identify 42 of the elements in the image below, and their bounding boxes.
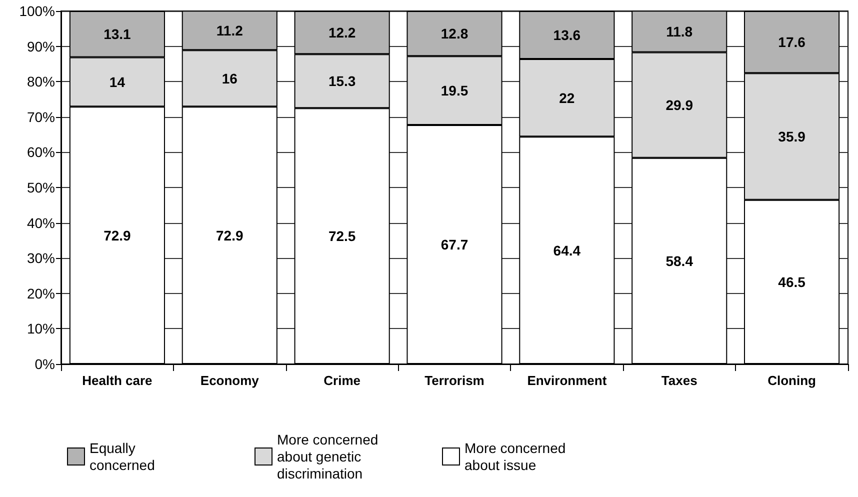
data-label: 19.5	[440, 82, 468, 99]
data-label: 17.6	[778, 34, 806, 50]
y-tick-label: 0%	[34, 356, 55, 372]
data-label: 35.9	[778, 128, 806, 144]
data-label: 72.9	[104, 227, 132, 244]
data-label: 22	[559, 90, 575, 106]
y-tick-label: 50%	[26, 180, 55, 196]
x-tick-label: Environment	[527, 373, 608, 388]
y-tick-label: 80%	[26, 74, 55, 90]
y-tick-label: 90%	[26, 38, 55, 54]
data-label: 58.4	[666, 252, 694, 269]
y-tick-label: 100%	[19, 3, 55, 19]
x-tick-label: Taxes	[661, 373, 698, 388]
x-tick-label: Crime	[324, 373, 360, 388]
data-label: 67.7	[440, 236, 468, 253]
y-tick-label: 70%	[26, 108, 55, 125]
x-tick-label: Cloning	[768, 373, 816, 388]
data-label: 15.3	[328, 73, 356, 90]
y-tick-label: 60%	[26, 144, 55, 160]
data-label: 72.5	[328, 228, 356, 244]
y-tick-label: 10%	[26, 320, 55, 337]
legend-label: Equally concerned	[90, 440, 155, 473]
data-label: 16	[222, 70, 238, 86]
data-label: 46.5	[778, 274, 806, 290]
y-tick-label: 40%	[26, 214, 55, 231]
data-label: 14	[109, 74, 126, 90]
x-tick-label: Health care	[82, 373, 152, 388]
x-tick-label: Economy	[200, 373, 260, 388]
data-label: 13.1	[104, 26, 132, 42]
data-label: 72.9	[216, 227, 244, 244]
data-label: 13.6	[553, 27, 581, 44]
data-label: 12.2	[328, 24, 356, 41]
legend-label: More concerned about issue	[464, 440, 570, 473]
data-label: 11.2	[216, 22, 244, 38]
y-tick-label: 30%	[26, 250, 55, 266]
data-label: 12.8	[440, 26, 468, 42]
data-label: 29.9	[666, 97, 694, 114]
y-tick-label: 20%	[26, 285, 55, 302]
data-label: 11.8	[666, 23, 693, 40]
legend-label: More concerned about genetic discrimination	[277, 432, 382, 482]
data-label: 64.4	[553, 242, 581, 258]
x-tick-label: Terrorism	[424, 373, 484, 388]
